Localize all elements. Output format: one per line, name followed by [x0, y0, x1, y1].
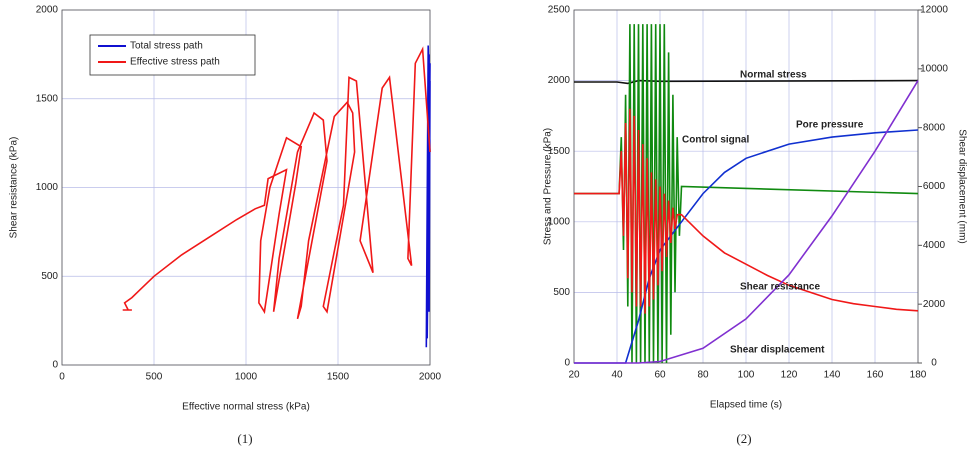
x-tick-label: 180: [910, 370, 927, 381]
y-tick-label: 0: [52, 360, 58, 371]
y2-tick-label: 4000: [923, 240, 946, 251]
x-tick-label: 140: [824, 370, 841, 381]
y-tick-label: 1000: [548, 216, 571, 227]
y2-tick-label: 0: [931, 358, 937, 369]
x-tick-label: 80: [697, 370, 709, 381]
series-line: [425, 45, 431, 348]
series-label: Pore pressure: [796, 120, 864, 131]
y-tick-label: 2000: [36, 5, 59, 16]
x-axis-label: Elapsed time (s): [710, 400, 782, 411]
y-axis-label: Shear resistance (kPa): [9, 137, 20, 239]
x-axis-label: Effective normal stress (kPa): [182, 402, 310, 413]
y2-axis-label: Shear displacement (mm): [956, 129, 967, 243]
y-tick-label: 500: [41, 271, 58, 282]
y-tick-label: 2000: [548, 75, 571, 86]
caption: (1): [237, 431, 252, 446]
y2-tick-label: 10000: [920, 63, 948, 74]
x-tick-label: 120: [781, 370, 798, 381]
y-tick-label: 1500: [36, 93, 59, 104]
y2-tick-label: 8000: [923, 122, 946, 133]
series-label: Normal stress: [740, 70, 807, 81]
x-tick-label: 1500: [327, 372, 350, 383]
x-tick-label: 160: [867, 370, 884, 381]
series-label: Shear displacement: [730, 345, 825, 356]
y-tick-label: 0: [564, 358, 570, 369]
series-line: [122, 46, 431, 320]
y-tick-label: 1500: [548, 146, 571, 157]
x-tick-label: 60: [654, 370, 666, 381]
series-line: [574, 108, 919, 314]
legend-label: Total stress path: [130, 41, 203, 52]
series-line: [574, 80, 919, 364]
y-tick-label: 2500: [548, 5, 571, 16]
plot-frame: [573, 9, 919, 364]
y-tick-label: 500: [553, 287, 570, 298]
x-tick-label: 0: [59, 372, 65, 383]
y2-tick-label: 2000: [923, 299, 946, 310]
legend-box: [89, 34, 256, 76]
y2-tick-label: 12000: [920, 5, 948, 16]
series-line: [574, 129, 919, 364]
series-label: Control signal: [682, 135, 749, 146]
legend-label: Effective stress path: [130, 57, 220, 68]
x-tick-label: 1000: [235, 372, 258, 383]
y2-tick-label: 6000: [923, 181, 946, 192]
x-tick-label: 40: [611, 370, 623, 381]
x-tick-label: 100: [738, 370, 755, 381]
y-axis-label: Stress and Pressure (kPa): [543, 128, 554, 245]
x-tick-label: 500: [146, 372, 163, 383]
y-tick-label: 1000: [36, 182, 59, 193]
x-tick-label: 2000: [419, 372, 442, 383]
series-label: Shear resistance: [740, 282, 820, 293]
x-tick-label: 20: [568, 370, 580, 381]
caption: (2): [736, 431, 751, 446]
